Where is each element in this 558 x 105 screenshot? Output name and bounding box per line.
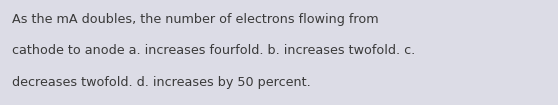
Text: As the mA doubles, the number of electrons flowing from: As the mA doubles, the number of electro… bbox=[12, 13, 379, 26]
Text: decreases twofold. d. increases by 50 percent.: decreases twofold. d. increases by 50 pe… bbox=[12, 76, 311, 89]
Text: cathode to anode a. increases fourfold. b. increases twofold. c.: cathode to anode a. increases fourfold. … bbox=[12, 44, 416, 57]
